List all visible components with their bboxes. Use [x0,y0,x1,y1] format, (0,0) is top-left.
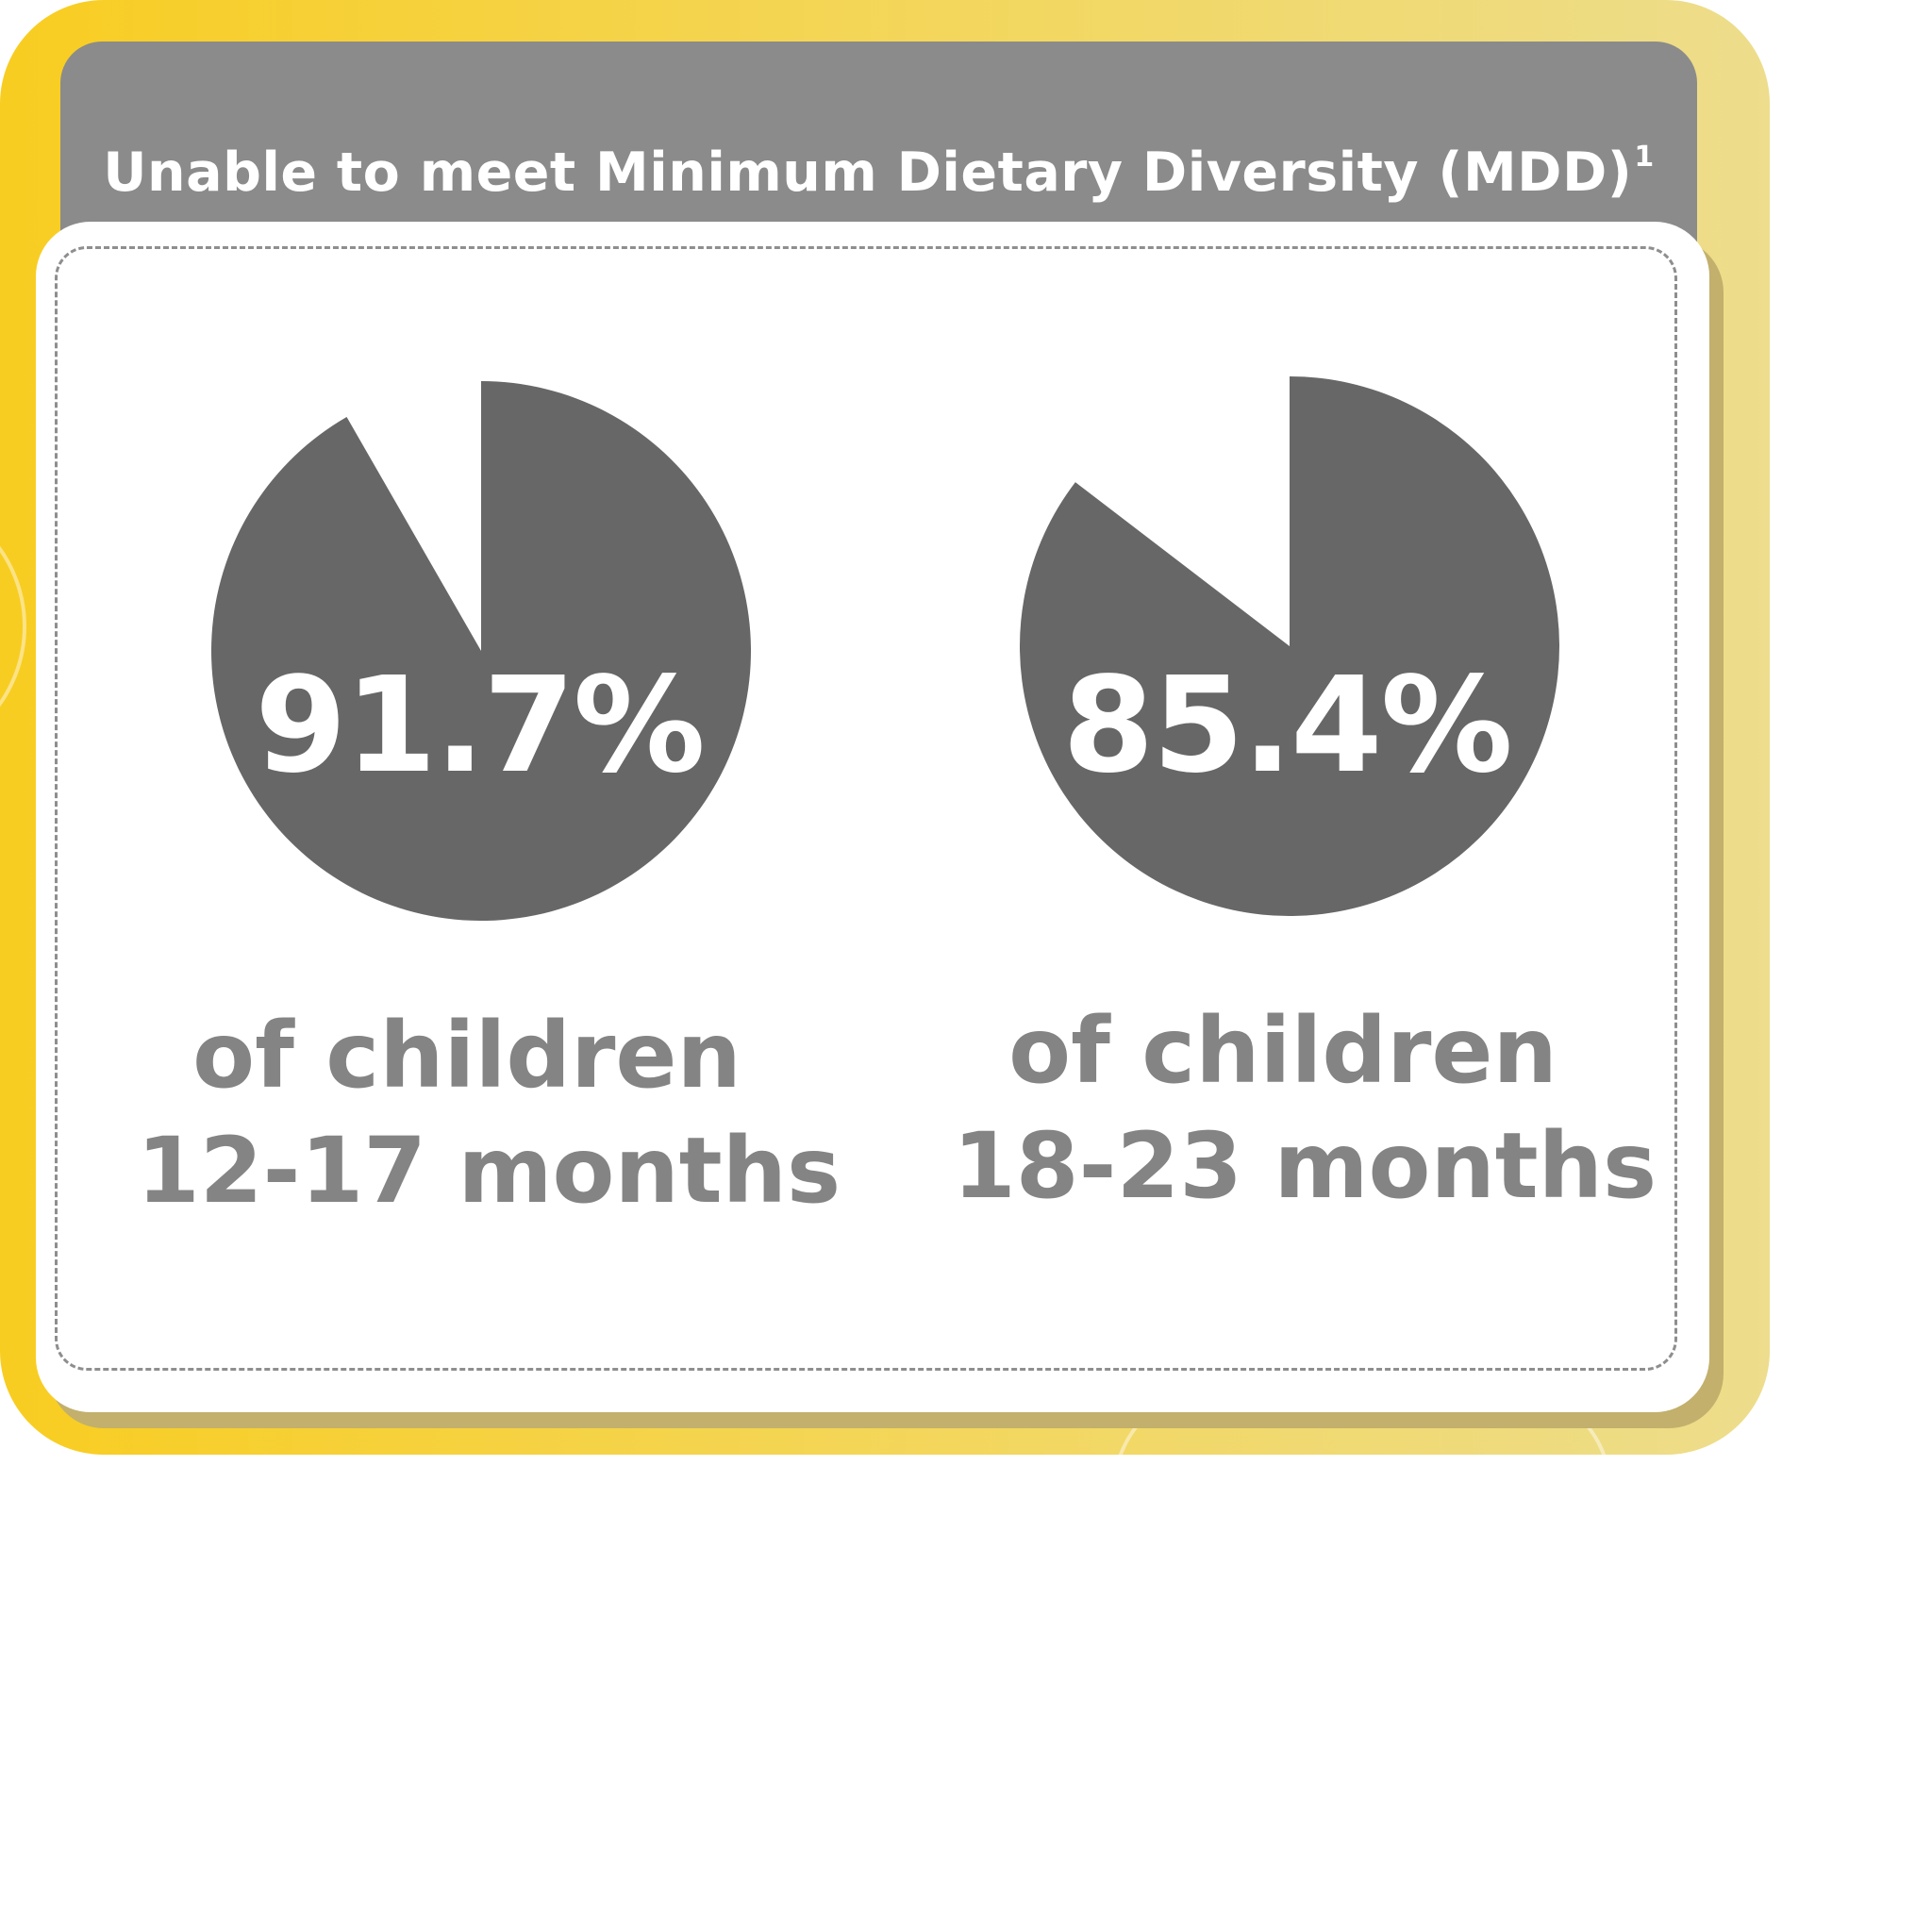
dashed-border [55,246,1677,1371]
caption-line: of children [1008,998,1557,1104]
percent-label-18-23-months: 85.4% [1062,649,1513,803]
pie-slice-18-23-months [1019,376,1559,917]
footnote-marker: 1 [1634,141,1655,174]
header-title-text: Unable to meet Minimum Dietary Diversity… [103,142,1633,204]
caption-line: of children [192,1003,741,1108]
caption-line: 18-23 months [953,1113,1657,1219]
header-title: Unable to meet Minimum Dietary Diversity… [60,141,1697,204]
caption-line: 12-17 months [137,1118,841,1224]
pie-charts [211,376,1559,922]
percent-label-12-17-months: 91.7% [255,649,706,803]
caption-12-17-months: of children 12-17 months [137,998,841,1228]
caption-18-23-months: of children 18-23 months [953,993,1657,1224]
pie-slice-12-17-months [211,381,751,922]
card-frame: Unable to meet Minimum Dietary Diversity… [0,0,1770,1455]
